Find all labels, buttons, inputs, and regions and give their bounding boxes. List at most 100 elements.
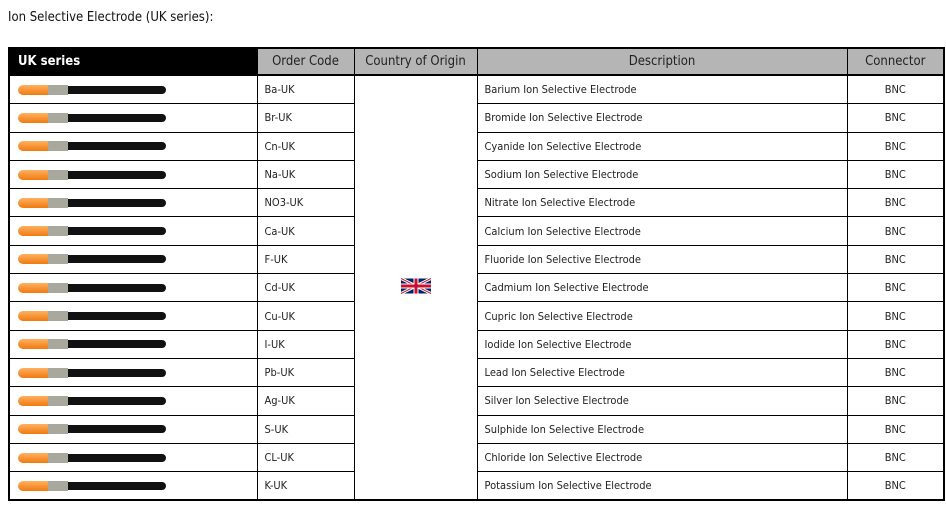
order-code: Ag-UK bbox=[256, 386, 355, 416]
electrode-probe-icon bbox=[18, 424, 166, 435]
order-code: CL-UK bbox=[256, 442, 355, 473]
description: Barium Ion Selective Electrode bbox=[476, 74, 848, 105]
electrode-image bbox=[8, 131, 258, 161]
header-connector: Connector bbox=[846, 47, 945, 76]
connector: BNC bbox=[846, 216, 945, 246]
order-code: Ca-UK bbox=[256, 216, 355, 246]
table-row: F-UK Fluoride Ion Selective Electrode BNC bbox=[8, 244, 945, 275]
electrode-probe-icon bbox=[18, 367, 166, 378]
electrode-probe-icon bbox=[18, 141, 166, 152]
table-row: Ag-UK Silver Ion Selective Electrode BNC bbox=[8, 386, 945, 416]
table-row: CL-UK Chloride Ion Selective Electrode BN… bbox=[8, 442, 945, 473]
table-row: NO3-UK Nitrate Ion Selective Electrode BN… bbox=[8, 188, 945, 218]
description: Nitrate Ion Selective Electrode bbox=[476, 188, 848, 218]
order-code: Cd-UK bbox=[256, 273, 355, 303]
order-code: Br-UK bbox=[256, 103, 355, 133]
connector: BNC bbox=[846, 301, 945, 331]
electrode-image bbox=[8, 357, 258, 388]
connector: BNC bbox=[846, 414, 945, 444]
description: Lead Ion Selective Electrode bbox=[476, 357, 848, 388]
description: Calcium Ion Selective Electrode bbox=[476, 216, 848, 246]
header-country: Country of Origin bbox=[353, 47, 478, 76]
electrode-image bbox=[8, 414, 258, 444]
electrode-probe-icon bbox=[18, 480, 166, 491]
order-code: I-UK bbox=[256, 329, 355, 359]
order-code: NO3-UK bbox=[256, 188, 355, 218]
connector: BNC bbox=[846, 244, 945, 275]
uk-flag-icon bbox=[400, 278, 431, 295]
electrode-image bbox=[8, 386, 258, 416]
description: Bromide Ion Selective Electrode bbox=[476, 103, 848, 133]
description: Sodium Ion Selective Electrode bbox=[476, 159, 848, 190]
description: Fluoride Ion Selective Electrode bbox=[476, 244, 848, 275]
description: Chloride Ion Selective Electrode bbox=[476, 442, 848, 473]
order-code: F-UK bbox=[256, 244, 355, 275]
electrode-image bbox=[8, 244, 258, 275]
order-code: Pb-UK bbox=[256, 357, 355, 388]
electrode-probe-icon bbox=[18, 169, 166, 180]
description: Cupric Ion Selective Electrode bbox=[476, 301, 848, 331]
description: Potassium Ion Selective Electrode bbox=[476, 471, 848, 501]
description: Silver Ion Selective Electrode bbox=[476, 386, 848, 416]
order-code: Cu-UK bbox=[256, 301, 355, 331]
header-uk-series: UK series bbox=[8, 47, 258, 76]
table-row: K-UK Potassium Ion Selective Electrode BN… bbox=[8, 471, 945, 501]
electrode-probe-icon bbox=[18, 452, 166, 463]
description: Sulphide Ion Selective Electrode bbox=[476, 414, 848, 444]
electrode-probe-icon bbox=[18, 311, 166, 322]
order-code: K-UK bbox=[256, 471, 355, 501]
order-code: Ba-UK bbox=[256, 74, 355, 105]
electrode-image bbox=[8, 442, 258, 473]
page-title: Ion Selective Electrode (UK series): bbox=[8, 10, 214, 25]
connector: BNC bbox=[846, 357, 945, 388]
table-row: Cd-UK Cadmium Ion Selective Electrode BNC bbox=[8, 273, 945, 303]
connector: BNC bbox=[846, 188, 945, 218]
connector: BNC bbox=[846, 131, 945, 161]
table-row: Na-UK Sodium Ion Selective Electrode BNC bbox=[8, 159, 945, 190]
electrode-probe-icon bbox=[18, 395, 166, 406]
table-row: Pb-UK Lead Ion Selective Electrode BNC bbox=[8, 357, 945, 388]
connector: BNC bbox=[846, 273, 945, 303]
table-row: S-UK Sulphide Ion Selective Electrode BNC bbox=[8, 414, 945, 444]
electrode-probe-icon bbox=[18, 84, 166, 95]
connector: BNC bbox=[846, 74, 945, 105]
table-header: UK series Order Code Country of Origin D… bbox=[8, 47, 945, 76]
electrode-image bbox=[8, 273, 258, 303]
header-description: Description bbox=[476, 47, 848, 76]
electrode-image bbox=[8, 216, 258, 246]
electrode-probe-icon bbox=[18, 339, 166, 350]
order-code: Na-UK bbox=[256, 159, 355, 190]
electrode-image bbox=[8, 188, 258, 218]
description: Cyanide Ion Selective Electrode bbox=[476, 131, 848, 161]
connector: BNC bbox=[846, 159, 945, 190]
electrode-probe-icon bbox=[18, 254, 166, 265]
header-order-code: Order Code bbox=[256, 47, 355, 76]
table-row: Ca-UK Calcium Ion Selective Electrode BNC bbox=[8, 216, 945, 246]
connector: BNC bbox=[846, 471, 945, 501]
electrode-table: UK series Order Code Country of Origin D… bbox=[8, 47, 945, 502]
electrode-image bbox=[8, 329, 258, 359]
table-row: Cu-UK Cupric Ion Selective Electrode BNC bbox=[8, 301, 945, 331]
country-of-origin bbox=[353, 74, 478, 501]
electrode-image bbox=[8, 471, 258, 501]
electrode-probe-icon bbox=[18, 226, 166, 237]
electrode-image bbox=[8, 103, 258, 133]
order-code: S-UK bbox=[256, 414, 355, 444]
electrode-probe-icon bbox=[18, 282, 166, 293]
table-row: Ba-UK Barium Ion Selective Electrode BNC bbox=[8, 74, 945, 501]
order-code: Cn-UK bbox=[256, 131, 355, 161]
table-row: Cn-UK Cyanide Ion Selective Electrode BNC bbox=[8, 131, 945, 161]
electrode-image bbox=[8, 74, 258, 105]
electrode-image bbox=[8, 159, 258, 190]
connector: BNC bbox=[846, 442, 945, 473]
description: Cadmium Ion Selective Electrode bbox=[476, 273, 848, 303]
electrode-image bbox=[8, 301, 258, 331]
connector: BNC bbox=[846, 329, 945, 359]
table-row: I-UK Iodide Ion Selective Electrode BNC bbox=[8, 329, 945, 359]
connector: BNC bbox=[846, 103, 945, 133]
description: Iodide Ion Selective Electrode bbox=[476, 329, 848, 359]
connector: BNC bbox=[846, 386, 945, 416]
electrode-probe-icon bbox=[18, 112, 166, 123]
table-row: Br-UK Bromide Ion Selective Electrode BNC bbox=[8, 103, 945, 133]
electrode-probe-icon bbox=[18, 197, 166, 208]
